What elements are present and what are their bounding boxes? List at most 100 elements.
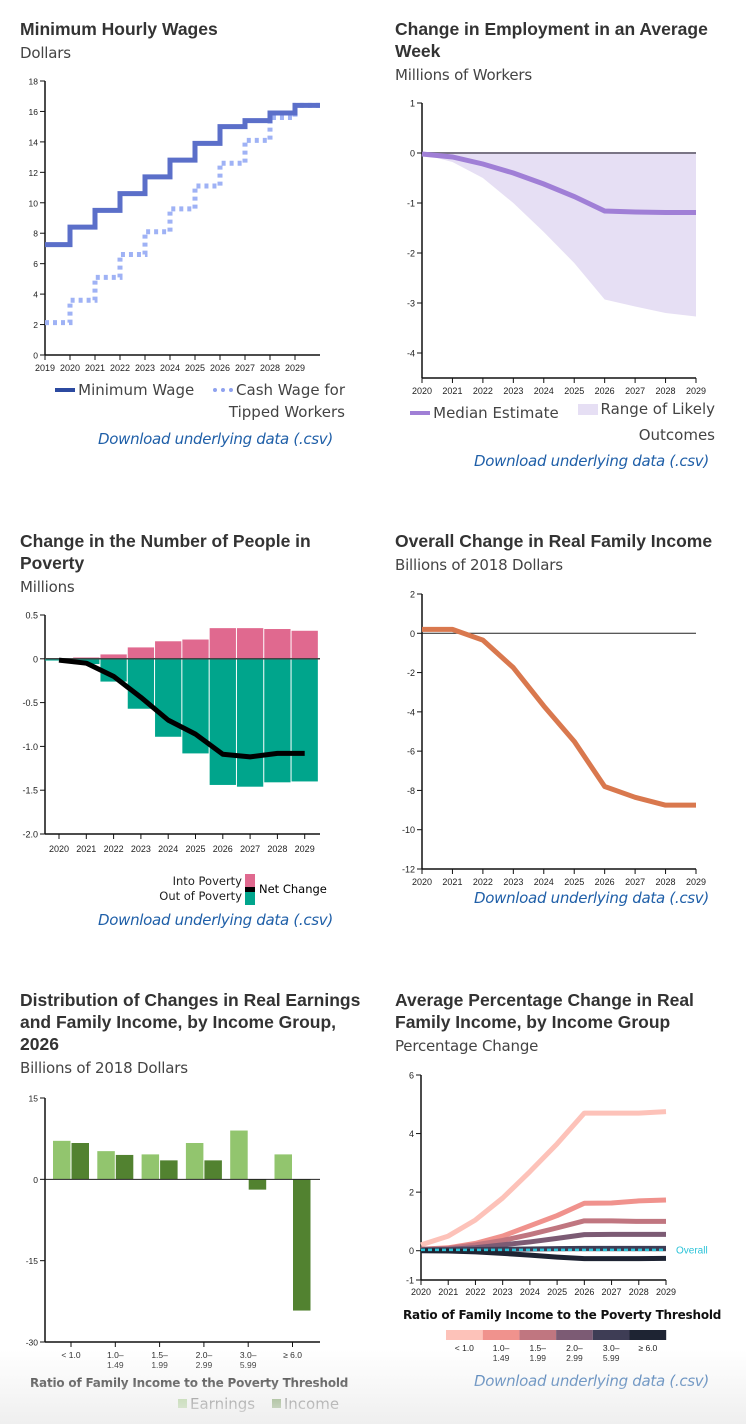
income-group-line — [420, 1109, 667, 1248]
y-tick-label: 18 — [29, 77, 39, 87]
bar-into-poverty — [236, 628, 264, 659]
y-tick-label: 0 — [410, 629, 415, 639]
x-tick-label: 2023 — [131, 844, 151, 854]
y-tick-label: 0 — [410, 149, 415, 159]
bar-income — [248, 1179, 267, 1190]
download-csv-link[interactable]: Download underlying data (.csv) — [474, 452, 709, 470]
x-tick-label: 1.0– — [107, 1350, 124, 1360]
panel-employment: Change in Employment in an Average Week M… — [395, 18, 725, 84]
title-line: Change in Employment in an Average — [395, 19, 708, 39]
chart-title: Change in the Number of People in Poverty — [20, 530, 350, 574]
y-tick-label: 1 — [410, 99, 415, 109]
x-tick-label: 1.99 — [151, 1360, 168, 1370]
net-change-line — [58, 657, 305, 760]
x-tick-label: 1.49 — [107, 1360, 124, 1370]
income-group-line — [420, 1248, 667, 1262]
y-tick-label: -3 — [407, 299, 415, 309]
y-tick-label: 6 — [33, 259, 38, 269]
bar-out-of-poverty — [291, 658, 318, 782]
x-tick-label: 2022 — [473, 386, 493, 396]
legend-item-range: Range of Likely — [577, 400, 715, 418]
download-csv-link[interactable]: Download underlying data (.csv) — [98, 911, 333, 929]
series-line-tipped-wage — [45, 102, 320, 326]
x-tick-label: 2023 — [503, 386, 523, 396]
y-tick-label: -6 — [407, 747, 415, 757]
bar-income — [293, 1179, 311, 1311]
solid-line-swatch-icon — [55, 388, 76, 392]
y-tick-label: 4 — [33, 290, 38, 300]
chart-subtitle: Billions of 2018 Dollars — [20, 1059, 188, 1077]
y-tick-label: 6 — [409, 1071, 414, 1081]
y-tick-label: -30 — [26, 1338, 39, 1348]
legend-group-label: < 1.0 — [455, 1343, 474, 1353]
download-csv-link[interactable]: Download underlying data (.csv) — [474, 889, 709, 907]
bar-income — [204, 1160, 222, 1180]
legend-label: Tipped Workers — [228, 403, 345, 421]
x-tick-label: 2024 — [158, 844, 178, 854]
x-tick-label: 2026 — [595, 877, 615, 887]
x-tick-label: 2024 — [534, 877, 554, 887]
x-tick-label: 2026 — [213, 844, 233, 854]
legend-label: Cash Wage for — [236, 381, 345, 399]
download-csv-link[interactable]: Download underlying data (.csv) — [474, 1372, 709, 1390]
x-tick-label: 2020 — [412, 386, 432, 396]
x-tick-label: 2029 — [285, 363, 305, 373]
legend-color-swatch — [446, 1330, 483, 1340]
bar-out-of-poverty — [127, 658, 155, 709]
x-tick-label: 2025 — [564, 386, 584, 396]
line-swatch-icon — [410, 410, 431, 415]
chart-title: Change in Employment in an Average Week — [395, 18, 725, 62]
x-tick-label: 2020 — [411, 1287, 431, 1297]
y-tick-label: 4 — [409, 1129, 414, 1139]
chart-pct-change: 6 4 2 0 -1 Overall 2020 2021 2022 2023 2024 2025 202… — [406, 1071, 708, 1298]
y-tick-label: -8 — [407, 786, 415, 796]
x-tick-label: 2.99 — [196, 1360, 213, 1370]
x-tick-label: 2025 — [185, 363, 205, 373]
chart-subtitle: Billions of 2018 Dollars — [395, 556, 563, 574]
x-tick-label: 2020 — [60, 363, 80, 373]
bar-income — [160, 1160, 178, 1180]
legend-label-into: Into Poverty — [172, 874, 242, 888]
legend-group-label: 1.49 — [493, 1353, 510, 1363]
x-tick-label: 2022 — [473, 877, 493, 887]
x-tick-label: 2027 — [240, 844, 260, 854]
chart-title: Minimum Hourly Wages — [20, 19, 218, 39]
legend-group-label: 1.5– — [529, 1343, 546, 1353]
x-tick-label: 2026 — [210, 363, 230, 373]
bar-into-poverty — [264, 629, 291, 659]
chart-income: 2 0 -2 -4 -6 -8 -10 -12 2020 2021 2022 2023 2024 2025… — [402, 590, 706, 888]
x-tick-label: 2027 — [235, 363, 255, 373]
x-tick-label: 2023 — [493, 1287, 513, 1297]
x-tick-label: 2025 — [564, 877, 584, 887]
legend-label: Minimum Wage — [78, 381, 195, 399]
x-tick-label: 2028 — [629, 1287, 649, 1297]
bar-into-poverty — [127, 647, 155, 659]
bar-earnings — [274, 1154, 292, 1180]
legend-color-swatch — [519, 1330, 557, 1340]
x-tick-label: 2023 — [135, 363, 155, 373]
y-tick-label: -2.0 — [22, 830, 38, 840]
y-tick-label: 12 — [29, 168, 39, 178]
legend-item-earnings: Earnings — [178, 1395, 255, 1413]
x-tick-label: 2022 — [104, 844, 124, 854]
y-tick-label: 8 — [33, 229, 38, 239]
bar-out-of-poverty — [264, 658, 291, 783]
legend-poverty: Into Poverty Out of Poverty Net Change — [150, 874, 340, 908]
bar-into-poverty — [155, 641, 182, 659]
x-tick-label: 2029 — [686, 877, 706, 887]
bar-into-poverty — [182, 639, 209, 659]
x-tick-label: 2024 — [534, 386, 554, 396]
x-tick-label: 2024 — [520, 1287, 540, 1297]
download-csv-link[interactable]: Download underlying data (.csv) — [98, 430, 333, 448]
y-tick-label: 0.5 — [25, 611, 38, 621]
x-tick-label: 2020 — [49, 844, 69, 854]
legend-label: Median Estimate — [433, 403, 559, 422]
y-tick-label: -4 — [407, 349, 415, 359]
x-tick-label: 2020 — [412, 877, 432, 887]
x-tick-label: 2028 — [656, 877, 676, 887]
legend-item-tipped-wage: Cash Wage for — [213, 381, 345, 399]
legend-label: Income — [283, 1394, 340, 1413]
chart-subtitle: Millions of Workers — [395, 66, 532, 84]
x-tick-label: < 1.0 — [61, 1350, 80, 1360]
y-tick-label: -2 — [407, 249, 415, 259]
